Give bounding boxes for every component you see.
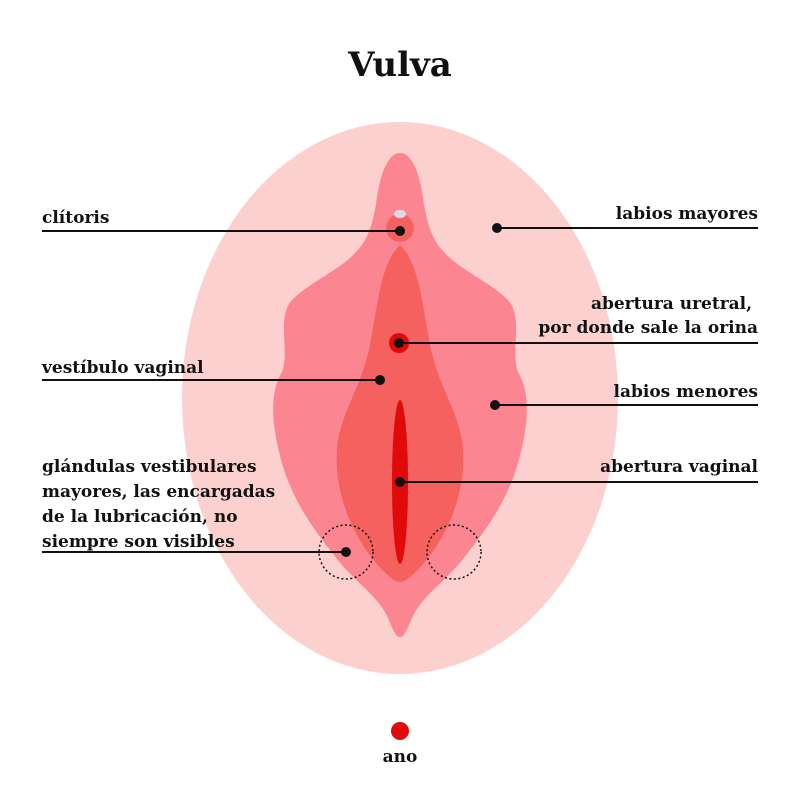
label-ano: ano [383, 747, 418, 767]
gland-left-circle [318, 524, 374, 580]
leader-dot-labios-menores [490, 400, 500, 410]
label-glandulas-line-2: mayores, las encargadas [42, 482, 275, 502]
leader-dot-abertura-uretral [394, 338, 404, 348]
clitoris-tip [394, 210, 406, 218]
leader-dot-clitoris [395, 226, 405, 236]
label-abertura-uretral-line-1: abertura uretral, [591, 294, 752, 314]
diagram-title: Vulva [347, 45, 452, 85]
label-glandulas-line-3: de la lubricación, no [42, 507, 238, 527]
label-vestibulo: vestíbulo vaginal [41, 358, 204, 378]
anus-dot [391, 722, 409, 740]
leader-dot-vestibulo [375, 375, 385, 385]
leader-dot-abertura-vaginal [395, 477, 405, 487]
label-abertura-vaginal: abertura vaginal [600, 457, 758, 477]
gland-right-circle [426, 524, 482, 580]
label-labios-mayores: labios mayores [616, 204, 758, 224]
leader-dot-glandulas [341, 547, 351, 557]
label-abertura-uretral-line-2: por donde sale la orina [538, 318, 758, 338]
label-glandulas-line-4: siempre son visibles [42, 532, 235, 552]
leader-dot-labios-mayores [492, 223, 502, 233]
label-glandulas: glándulas vestibulares mayores, las enca… [42, 457, 281, 552]
label-abertura-uretral: abertura uretral, por donde sale la orin… [538, 294, 758, 338]
label-glandulas-line-1: glándulas vestibulares [42, 457, 257, 477]
label-clitoris: clítoris [42, 208, 109, 228]
label-labios-menores: labios menores [614, 382, 759, 402]
